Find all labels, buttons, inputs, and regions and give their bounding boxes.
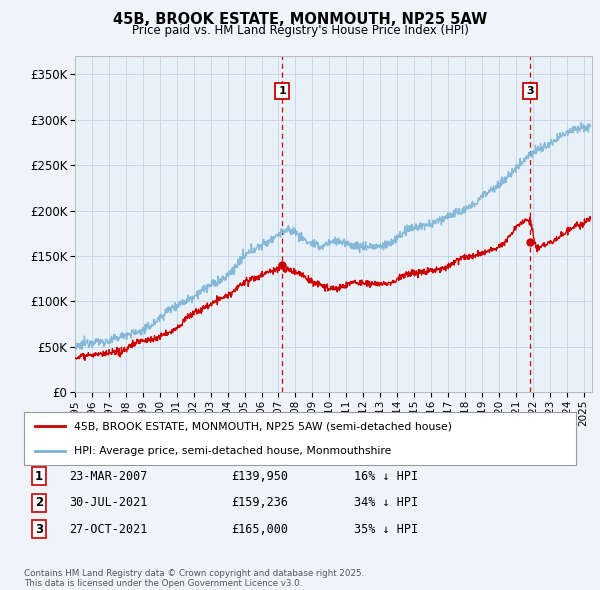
- Text: Price paid vs. HM Land Registry's House Price Index (HPI): Price paid vs. HM Land Registry's House …: [131, 24, 469, 37]
- Text: 45B, BROOK ESTATE, MONMOUTH, NP25 5AW (semi-detached house): 45B, BROOK ESTATE, MONMOUTH, NP25 5AW (s…: [74, 421, 452, 431]
- Text: 1: 1: [35, 470, 43, 483]
- Text: 30-JUL-2021: 30-JUL-2021: [69, 496, 148, 509]
- Text: 23-MAR-2007: 23-MAR-2007: [69, 470, 148, 483]
- Text: 27-OCT-2021: 27-OCT-2021: [69, 523, 148, 536]
- Text: 1: 1: [278, 86, 286, 96]
- Text: 45B, BROOK ESTATE, MONMOUTH, NP25 5AW: 45B, BROOK ESTATE, MONMOUTH, NP25 5AW: [113, 12, 487, 27]
- Text: £165,000: £165,000: [231, 523, 288, 536]
- Text: 3: 3: [526, 86, 534, 96]
- Text: HPI: Average price, semi-detached house, Monmouthshire: HPI: Average price, semi-detached house,…: [74, 445, 391, 455]
- Text: 3: 3: [35, 523, 43, 536]
- Text: 16% ↓ HPI: 16% ↓ HPI: [354, 470, 418, 483]
- Text: 34% ↓ HPI: 34% ↓ HPI: [354, 496, 418, 509]
- Text: £159,236: £159,236: [231, 496, 288, 509]
- Text: 2: 2: [35, 496, 43, 509]
- Text: Contains HM Land Registry data © Crown copyright and database right 2025.
This d: Contains HM Land Registry data © Crown c…: [24, 569, 364, 588]
- Text: £139,950: £139,950: [231, 470, 288, 483]
- Text: 35% ↓ HPI: 35% ↓ HPI: [354, 523, 418, 536]
